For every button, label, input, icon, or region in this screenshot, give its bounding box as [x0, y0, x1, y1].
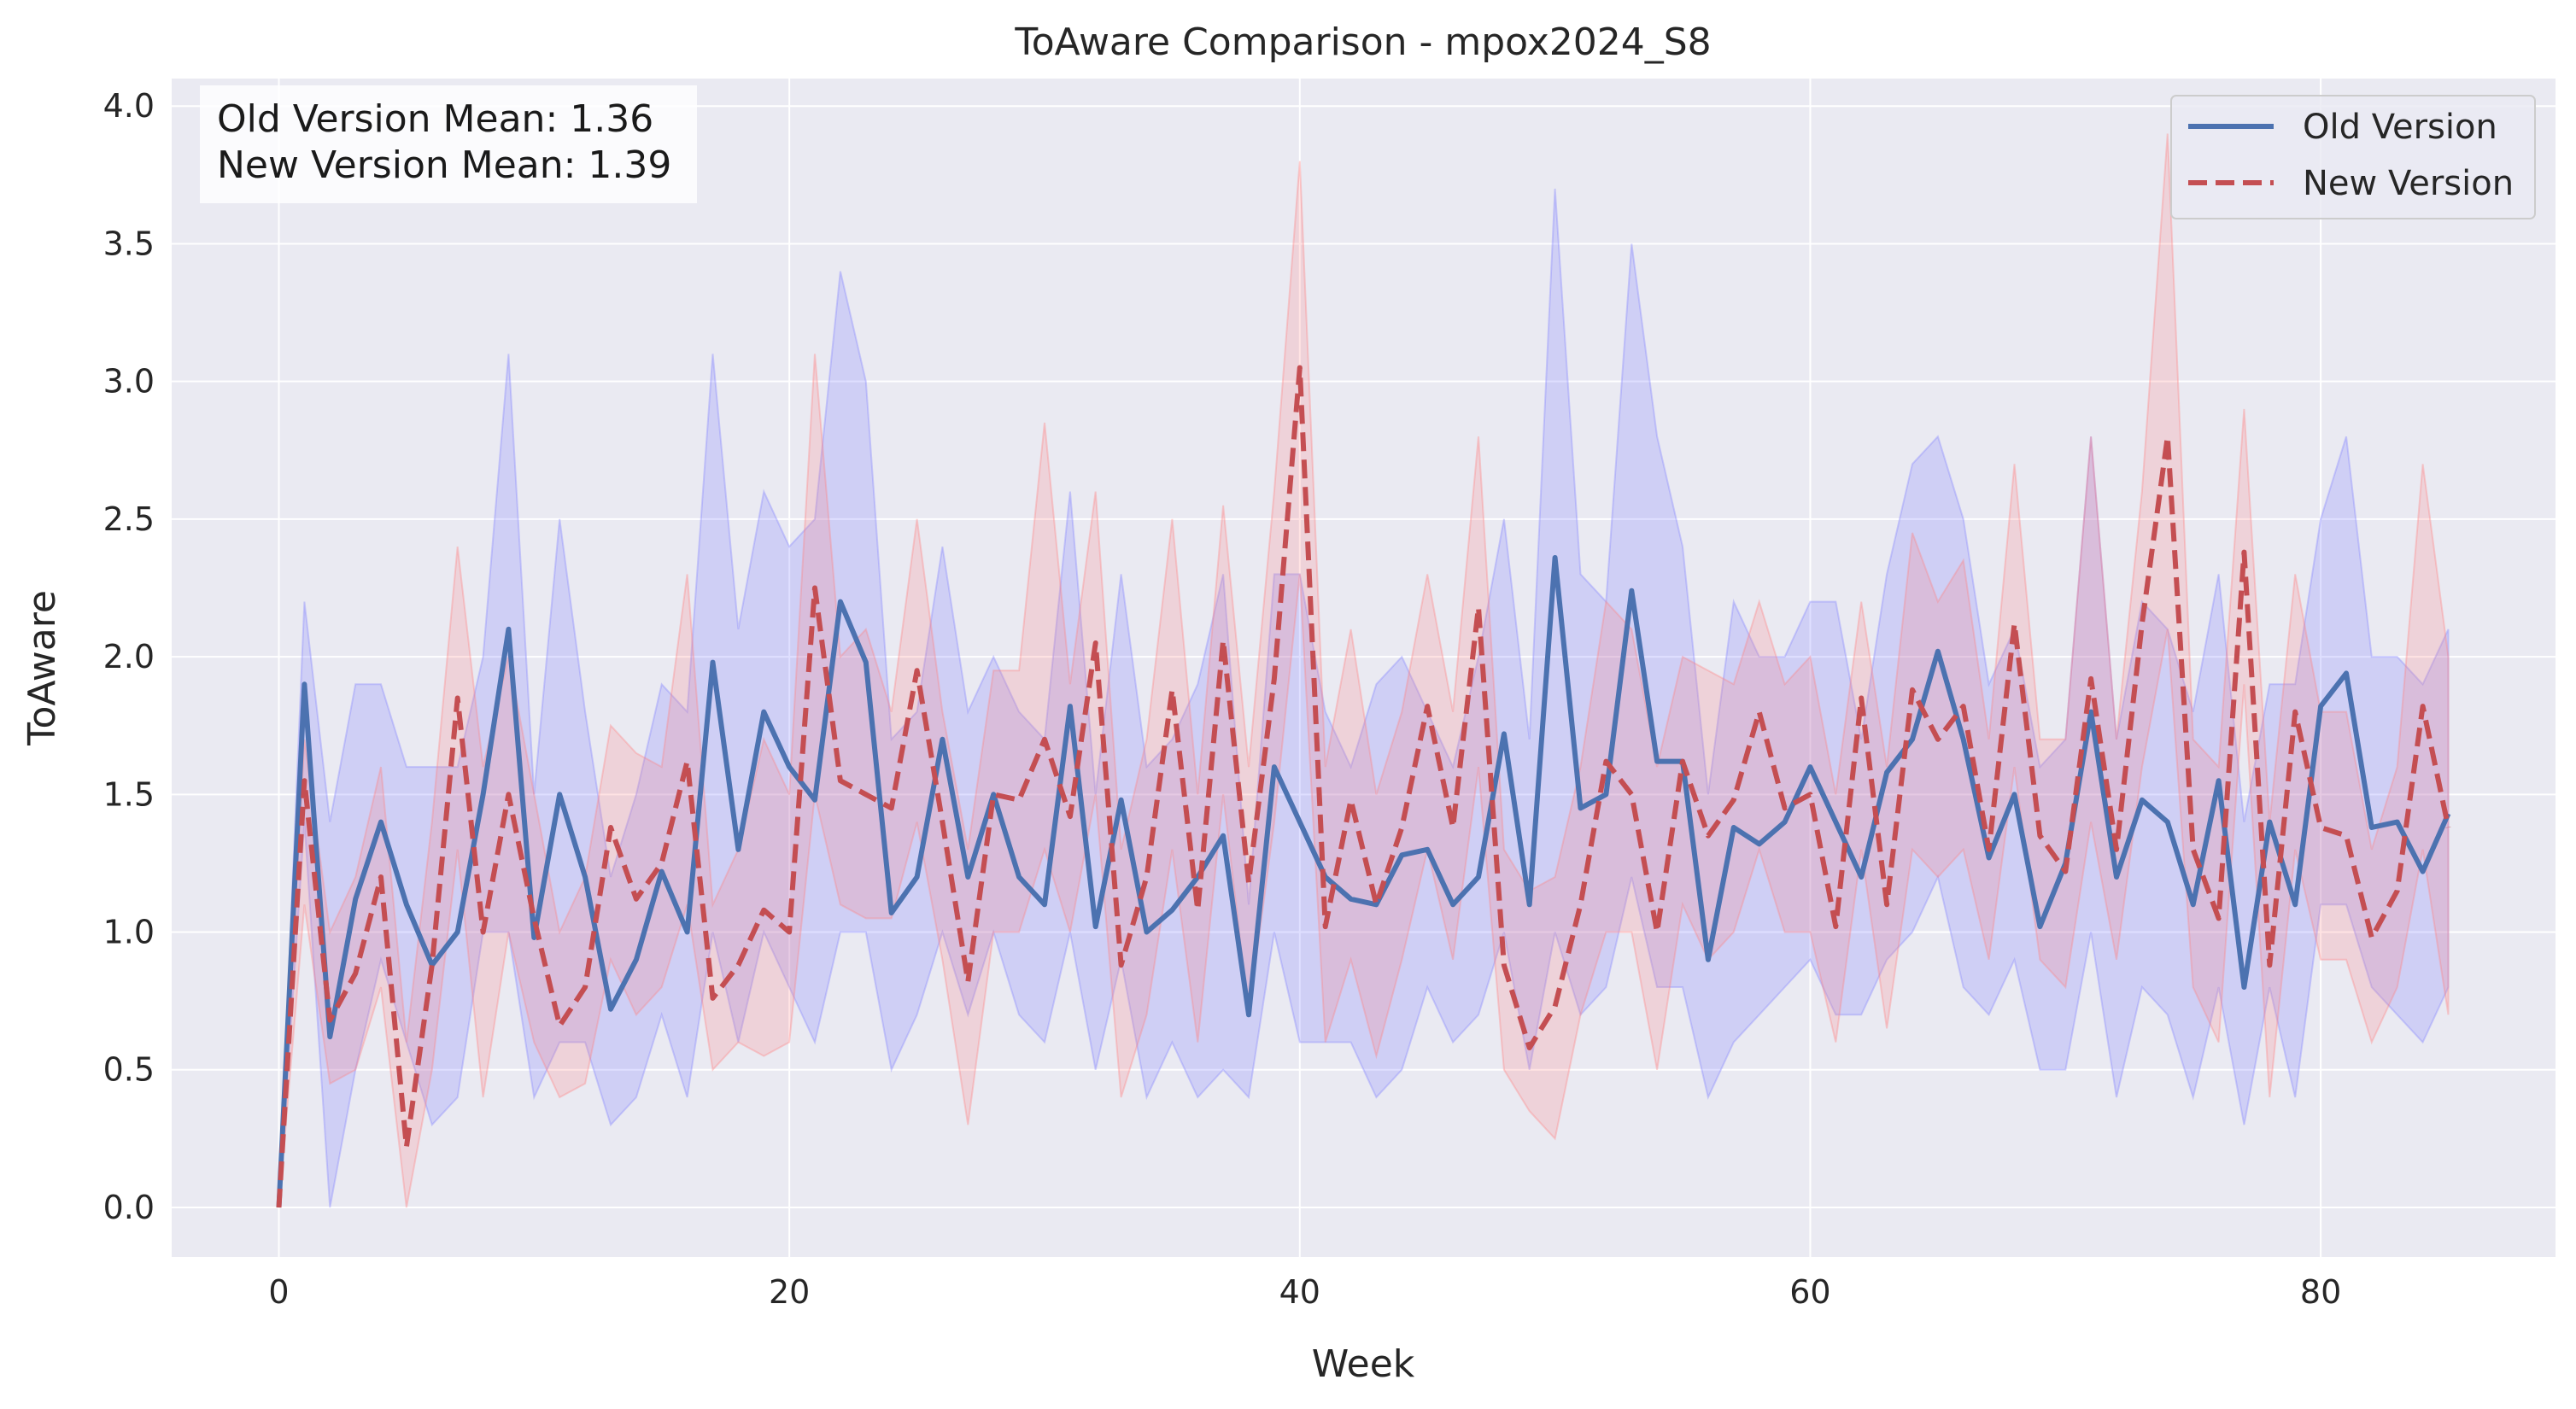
legend: Old Version New Version [2170, 95, 2536, 219]
legend-label-old-version: Old Version [2303, 108, 2497, 147]
mean-annotation-box: Old Version Mean: 1.36 New Version Mean:… [200, 85, 697, 203]
x-tick-label: 0 [268, 1273, 289, 1311]
band-layer [278, 133, 2450, 1208]
y-tick-label: 1.5 [103, 775, 155, 813]
chart-title: ToAware Comparison - mpox2024_S8 [1014, 20, 1711, 64]
old-version-confidence-band [278, 188, 2450, 1208]
y-tick-label: 2.5 [103, 500, 155, 538]
y-tick-label: 1.0 [103, 914, 155, 951]
x-tick-label: 40 [1279, 1273, 1320, 1311]
y-tick-label: 4.0 [103, 87, 155, 125]
tick-label-layer: 0.0 0.5 1.0 1.5 2.0 2.5 3.0 3.5 4.0 0 20 40 60 80 [103, 87, 2342, 1311]
new-version-line [276, 365, 2451, 1208]
old-version-mean-text: Old Version Mean: 1.36 [217, 97, 653, 141]
x-tick-label: 80 [2300, 1273, 2341, 1311]
mean-annotation-background [200, 85, 697, 203]
y-tick-label: 3.0 [103, 363, 155, 400]
y-tick-label: 2.0 [103, 638, 155, 675]
y-tick-label: 0.0 [103, 1189, 155, 1226]
legend-label-new-version: New Version [2303, 164, 2514, 203]
x-tick-label: 20 [769, 1273, 810, 1311]
y-axis-title: ToAware [20, 590, 64, 746]
x-axis-title: Week [1312, 1342, 1415, 1386]
new-version-mean-text: New Version Mean: 1.39 [217, 143, 671, 187]
plot-background [172, 79, 2556, 1257]
y-tick-label: 3.5 [103, 225, 155, 262]
x-tick-label: 60 [1789, 1273, 1830, 1311]
old-version-line [276, 555, 2451, 1208]
new-version-confidence-band [278, 133, 2450, 1208]
line-layer [276, 365, 2451, 1208]
y-tick-label: 0.5 [103, 1051, 155, 1089]
